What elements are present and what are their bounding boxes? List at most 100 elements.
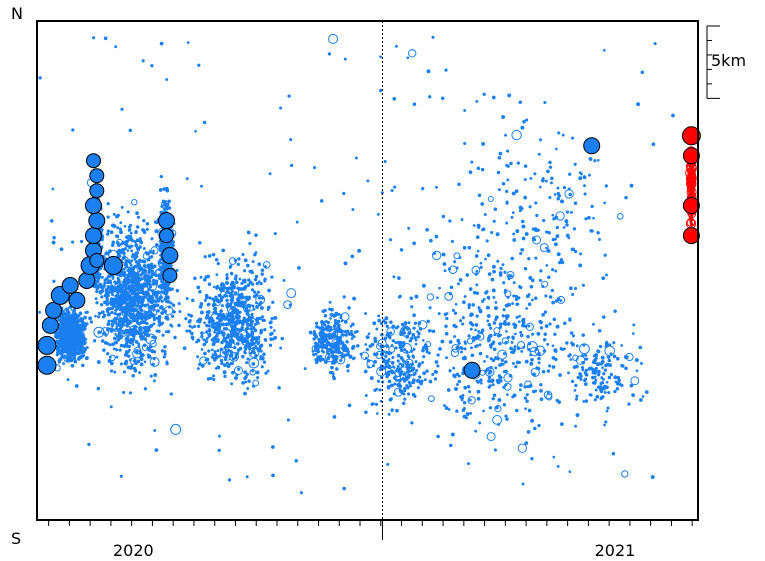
small-event bbox=[260, 365, 264, 369]
small-event bbox=[103, 278, 107, 282]
small-event bbox=[475, 269, 479, 273]
small-event bbox=[435, 296, 439, 300]
small-event bbox=[231, 283, 236, 287]
small-event bbox=[216, 349, 220, 353]
small-event bbox=[251, 349, 255, 354]
small-event bbox=[329, 325, 333, 329]
small-event bbox=[219, 309, 224, 313]
small-event bbox=[157, 323, 161, 327]
small-event bbox=[436, 434, 440, 439]
small-event bbox=[373, 359, 378, 364]
small-event bbox=[578, 263, 583, 268]
small-event bbox=[522, 345, 526, 349]
small-event bbox=[67, 335, 71, 339]
small-event bbox=[515, 229, 520, 234]
small-event bbox=[554, 269, 558, 273]
small-event bbox=[113, 311, 117, 316]
small-event bbox=[99, 303, 104, 307]
small-event bbox=[243, 370, 248, 374]
small-event bbox=[502, 370, 506, 374]
small-event bbox=[524, 380, 532, 389]
small-event bbox=[406, 56, 410, 60]
small-event bbox=[143, 290, 148, 295]
small-event bbox=[190, 331, 194, 336]
small-event bbox=[492, 295, 496, 299]
small-event bbox=[355, 344, 360, 348]
small-event bbox=[402, 343, 406, 347]
small-event bbox=[200, 331, 204, 335]
small-event bbox=[137, 344, 141, 348]
small-event bbox=[133, 315, 137, 319]
small-event bbox=[268, 172, 272, 176]
small-event bbox=[196, 355, 200, 359]
small-event bbox=[541, 312, 546, 317]
small-event bbox=[228, 319, 232, 323]
small-event bbox=[92, 339, 97, 343]
small-event bbox=[255, 304, 260, 309]
small-event bbox=[110, 284, 114, 288]
small-event bbox=[263, 327, 267, 332]
small-event bbox=[511, 129, 522, 141]
small-event bbox=[228, 264, 233, 268]
small-event bbox=[387, 365, 392, 370]
small-event bbox=[548, 165, 553, 169]
small-event bbox=[536, 331, 541, 336]
small-event bbox=[543, 310, 548, 314]
small-event bbox=[453, 335, 457, 339]
small-event bbox=[478, 309, 483, 314]
small-event bbox=[112, 297, 123, 308]
small-event bbox=[562, 226, 566, 229]
small-event bbox=[323, 308, 327, 313]
small-event bbox=[631, 332, 635, 335]
small-event bbox=[448, 340, 453, 344]
small-event bbox=[530, 357, 534, 362]
small-event bbox=[507, 302, 511, 307]
small-event bbox=[365, 347, 370, 352]
small-event bbox=[245, 322, 250, 327]
small-event bbox=[243, 304, 251, 313]
small-event bbox=[154, 220, 159, 225]
small-event bbox=[263, 265, 267, 269]
small-event bbox=[245, 332, 250, 337]
small-event bbox=[380, 332, 384, 337]
small-event bbox=[220, 282, 224, 286]
small-event bbox=[597, 362, 602, 366]
small-event bbox=[576, 375, 580, 380]
small-event bbox=[230, 337, 234, 341]
small-event bbox=[436, 364, 440, 368]
small-event bbox=[462, 400, 467, 405]
small-event bbox=[479, 261, 483, 265]
small-event bbox=[147, 305, 152, 310]
small-event bbox=[590, 229, 594, 233]
small-event bbox=[108, 355, 112, 359]
small-event bbox=[556, 464, 560, 468]
small-event bbox=[125, 295, 136, 306]
small-event bbox=[328, 33, 339, 44]
small-event bbox=[444, 68, 448, 72]
small-event bbox=[497, 423, 501, 427]
small-event bbox=[463, 108, 467, 112]
small-event bbox=[196, 367, 200, 371]
small-event bbox=[482, 92, 486, 97]
small-event bbox=[315, 325, 319, 329]
small-event bbox=[220, 304, 224, 308]
small-event bbox=[68, 333, 72, 337]
small-event bbox=[64, 323, 69, 328]
small-event bbox=[510, 215, 514, 219]
small-event bbox=[520, 207, 524, 211]
small-event bbox=[470, 346, 474, 350]
small-event bbox=[486, 314, 491, 319]
small-event bbox=[521, 224, 526, 229]
small-event bbox=[606, 354, 611, 359]
small-event bbox=[535, 213, 539, 218]
small-event bbox=[502, 352, 506, 356]
small-event bbox=[110, 290, 114, 294]
small-event bbox=[449, 285, 454, 290]
large-event-marker bbox=[37, 335, 57, 355]
small-event bbox=[634, 358, 639, 363]
small-event bbox=[136, 247, 140, 251]
small-event bbox=[551, 213, 555, 217]
small-event bbox=[178, 310, 182, 314]
small-event bbox=[157, 273, 162, 277]
small-event bbox=[364, 312, 368, 316]
